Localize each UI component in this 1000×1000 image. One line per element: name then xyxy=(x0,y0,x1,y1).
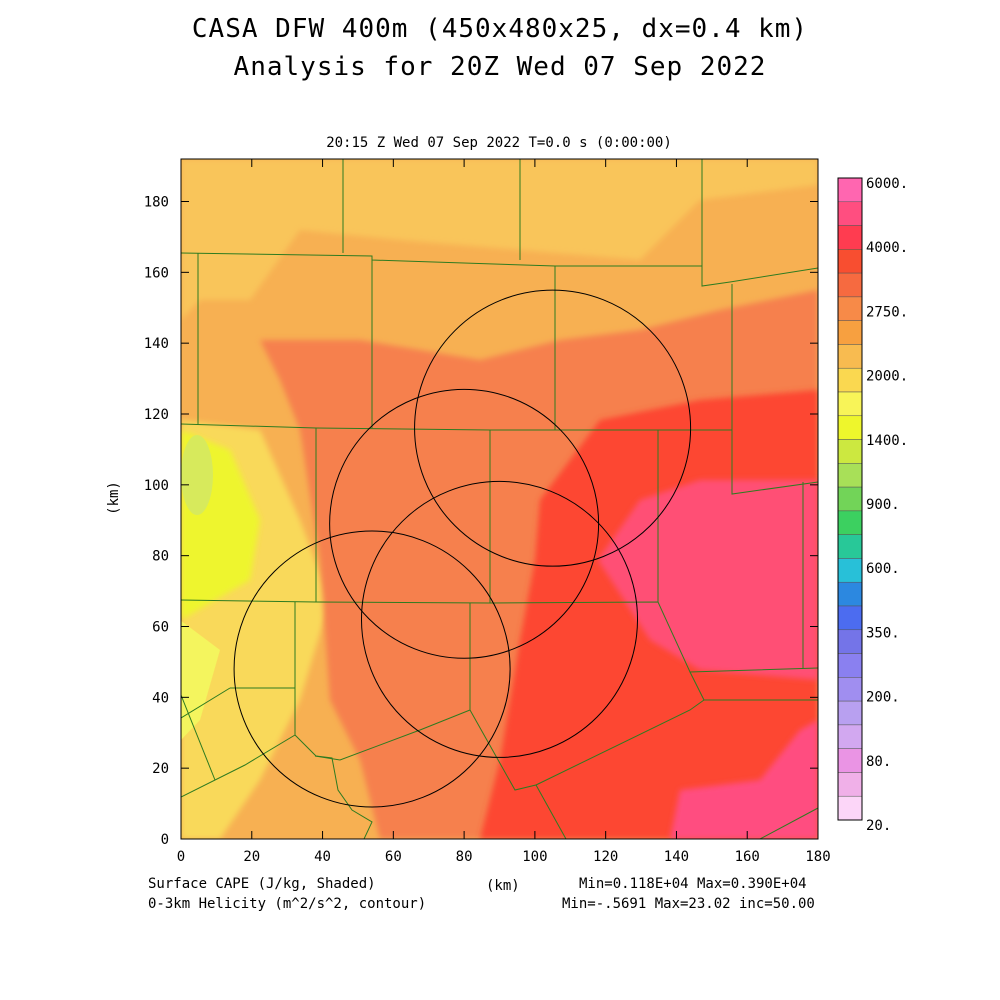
colorbar-label: 350. xyxy=(866,625,900,641)
cape-region-min xyxy=(181,435,213,515)
radar-range-rings xyxy=(233,289,692,808)
colorbar-swatch xyxy=(837,272,863,298)
colorbar: 6000. 4000. 2750. 2000. 1400. 900. 600. 350. 200… xyxy=(837,176,908,834)
footer-field1: Surface CAPE (J/kg, Shaded) xyxy=(148,876,376,892)
county-boundaries xyxy=(181,159,818,839)
colorbar-label: 4000. xyxy=(866,240,908,256)
y-axis-label: (km) xyxy=(106,481,122,515)
colorbar-swatch xyxy=(837,510,863,535)
colorbar-swatch xyxy=(837,748,863,773)
colorbar-swatch xyxy=(837,795,863,821)
colorbar-swatch xyxy=(837,415,863,440)
colorbar-swatch xyxy=(837,772,863,797)
colorbar-label: 1400. xyxy=(866,433,908,449)
radar-ring xyxy=(414,289,692,567)
footer-field2: 0-3km Helicity (m^2/s^2, contour) xyxy=(148,896,427,912)
cape-region-max-south xyxy=(670,720,818,839)
colorbar-swatch xyxy=(837,629,863,654)
colorbar-swatch xyxy=(837,225,863,250)
y-tick-label: 120 xyxy=(144,407,169,423)
colorbar-swatch xyxy=(837,677,863,702)
footer-stats2: Min=-.5691 Max=23.02 inc=50.00 xyxy=(562,896,815,912)
colorbar-swatch xyxy=(837,700,863,726)
colorbar-swatch xyxy=(837,486,863,512)
x-tick-label: 20 xyxy=(243,849,260,865)
colorbar-swatch xyxy=(837,581,863,607)
y-axis: 0 20 40 60 80 100 120 140 160 180 xyxy=(144,195,818,848)
y-tick-label: 80 xyxy=(152,549,169,565)
x-tick-label: 140 xyxy=(664,849,689,865)
colorbar-label: 2000. xyxy=(866,369,908,385)
colorbar-frame xyxy=(837,177,863,821)
plot-frame xyxy=(180,158,819,840)
colorbar-label: 6000. xyxy=(866,176,908,192)
colorbar-swatch xyxy=(837,439,863,464)
colorbar-swatch xyxy=(837,534,863,559)
y-tick-label: 180 xyxy=(144,195,169,211)
colorbar-swatch xyxy=(837,463,863,488)
x-tick-label: 180 xyxy=(805,849,830,865)
y-tick-label: 140 xyxy=(144,336,169,352)
colorbar-swatch xyxy=(837,344,863,369)
colorbar-swatch xyxy=(837,201,863,226)
colorbar-swatch xyxy=(837,249,863,274)
cape-field xyxy=(181,159,818,839)
cape-region-north xyxy=(181,159,818,320)
x-tick-label: 0 xyxy=(177,849,185,865)
cape-region-max-north xyxy=(598,480,818,680)
colorbar-swatch xyxy=(837,653,863,678)
x-tick-label: 80 xyxy=(456,849,473,865)
x-tick-label: 40 xyxy=(314,849,331,865)
x-tick-label: 160 xyxy=(735,849,760,865)
colorbar-swatch xyxy=(837,724,863,749)
cape-region-sw xyxy=(181,620,220,740)
y-tick-label: 100 xyxy=(144,478,169,494)
y-tick-label: 40 xyxy=(152,690,169,706)
colorbar-label: 2750. xyxy=(866,304,908,320)
radar-ring xyxy=(233,530,511,808)
chart-subtitle: 20:15 Z Wed 07 Sep 2022 T=0.0 s (0:00:00… xyxy=(326,135,672,151)
colorbar-swatch xyxy=(837,177,863,203)
colorbar-swatch xyxy=(837,320,863,345)
y-tick-label: 0 xyxy=(161,832,169,848)
colorbar-swatch xyxy=(837,391,863,417)
colorbar-label: 200. xyxy=(866,690,900,706)
colorbar-swatch xyxy=(837,558,863,583)
radar-ring xyxy=(360,480,639,758)
colorbar-swatch xyxy=(837,296,863,321)
y-tick-label: 160 xyxy=(144,265,169,281)
x-tick-label: 60 xyxy=(385,849,402,865)
colorbar-swatch xyxy=(837,367,863,393)
y-tick-label: 60 xyxy=(152,620,169,636)
x-axis: 0 20 40 60 80 100 120 140 160 180 xyxy=(177,159,831,865)
chart-title-line1: CASA DFW 400m (450x480x25, dx=0.4 km) xyxy=(191,14,809,44)
colorbar-label: 900. xyxy=(866,497,900,513)
colorbar-label: 600. xyxy=(866,561,900,577)
x-tick-label: 120 xyxy=(593,849,618,865)
footer-xunit: (km) xyxy=(486,878,520,894)
x-tick-label: 100 xyxy=(522,849,547,865)
footer-stats1: Min=0.118E+04 Max=0.390E+04 xyxy=(579,876,807,892)
chart-title-line2: Analysis for 20Z Wed 07 Sep 2022 xyxy=(233,52,767,82)
colorbar-swatch xyxy=(837,605,863,631)
colorbar-label: 20. xyxy=(866,818,891,834)
y-tick-label: 20 xyxy=(152,761,169,777)
colorbar-label: 80. xyxy=(866,754,891,770)
